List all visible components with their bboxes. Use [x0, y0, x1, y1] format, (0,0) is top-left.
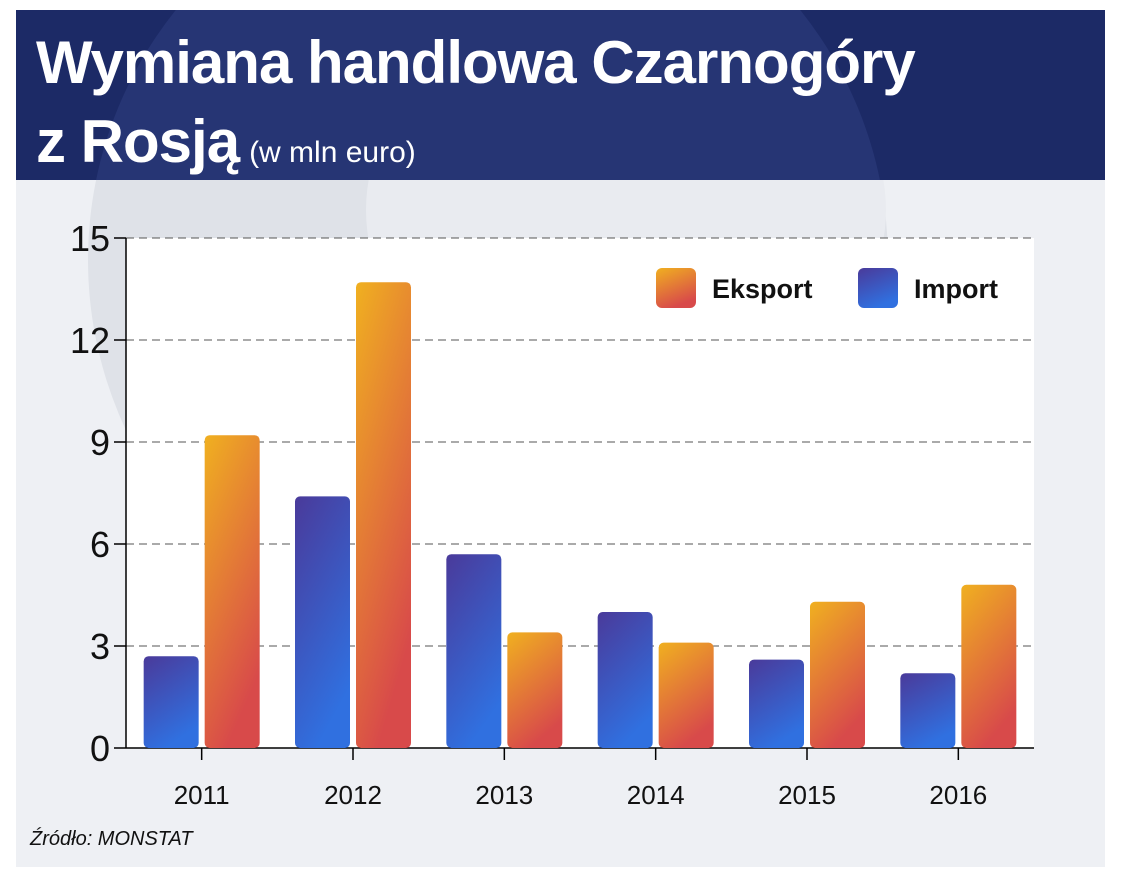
bar-import-2014 [597, 612, 653, 748]
x-tick-label: 2015 [778, 780, 836, 810]
bar-eksport-2014 [658, 642, 714, 748]
y-tick-label: 3 [90, 626, 110, 667]
bar-import-2012 [295, 496, 350, 748]
source-note: Źródło: MONSTAT [30, 828, 193, 850]
bar-chart: 0 3 6 9 12 15 2011 2012 2013 2014 2015 2016 Eksport I… [70, 218, 1034, 810]
y-tick-label: 12 [70, 320, 110, 361]
header-background-ring [88, 10, 888, 180]
x-tick-label: 2014 [627, 780, 685, 810]
plot-area [126, 238, 1034, 748]
header-banner: Wymiana handlowa Czarnogóry z Rosją (w ml… [16, 10, 1105, 180]
bar-eksport-2013 [507, 632, 563, 748]
title-line1: Wymiana handlowa Czarnogóry [36, 29, 916, 96]
infographic-frame: Wymiana handlowa Czarnogóry z Rosją (w ml… [16, 10, 1105, 867]
bar-eksport-2012 [356, 282, 411, 748]
y-tick-label: 0 [90, 728, 110, 769]
legend-swatch-import [858, 268, 898, 308]
y-tick-label: 15 [70, 218, 110, 259]
x-tick-label: 2016 [929, 780, 987, 810]
bar-import-2011 [143, 656, 199, 748]
bar-import-2016 [900, 673, 956, 748]
bar-eksport-2015 [810, 601, 865, 748]
title-unit: (w mln euro) [249, 136, 416, 169]
bar-eksport-2011 [204, 435, 260, 748]
title-line2-text: z Rosją [36, 108, 240, 175]
legend-swatch-eksport [656, 268, 696, 308]
y-tick-label: 9 [90, 422, 110, 463]
bar-eksport-2016 [961, 584, 1017, 748]
bar-import-2013 [446, 554, 502, 748]
legend-label-eksport: Eksport [712, 274, 813, 304]
x-tick-label: 2012 [324, 780, 382, 810]
bar-import-2015 [749, 659, 804, 748]
title-line2: z Rosją (w mln euro) [36, 107, 416, 180]
y-tick-label: 6 [90, 524, 110, 565]
x-tick-label: 2013 [475, 780, 533, 810]
x-tick-label: 2011 [174, 780, 230, 810]
legend-label-import: Import [914, 274, 998, 304]
